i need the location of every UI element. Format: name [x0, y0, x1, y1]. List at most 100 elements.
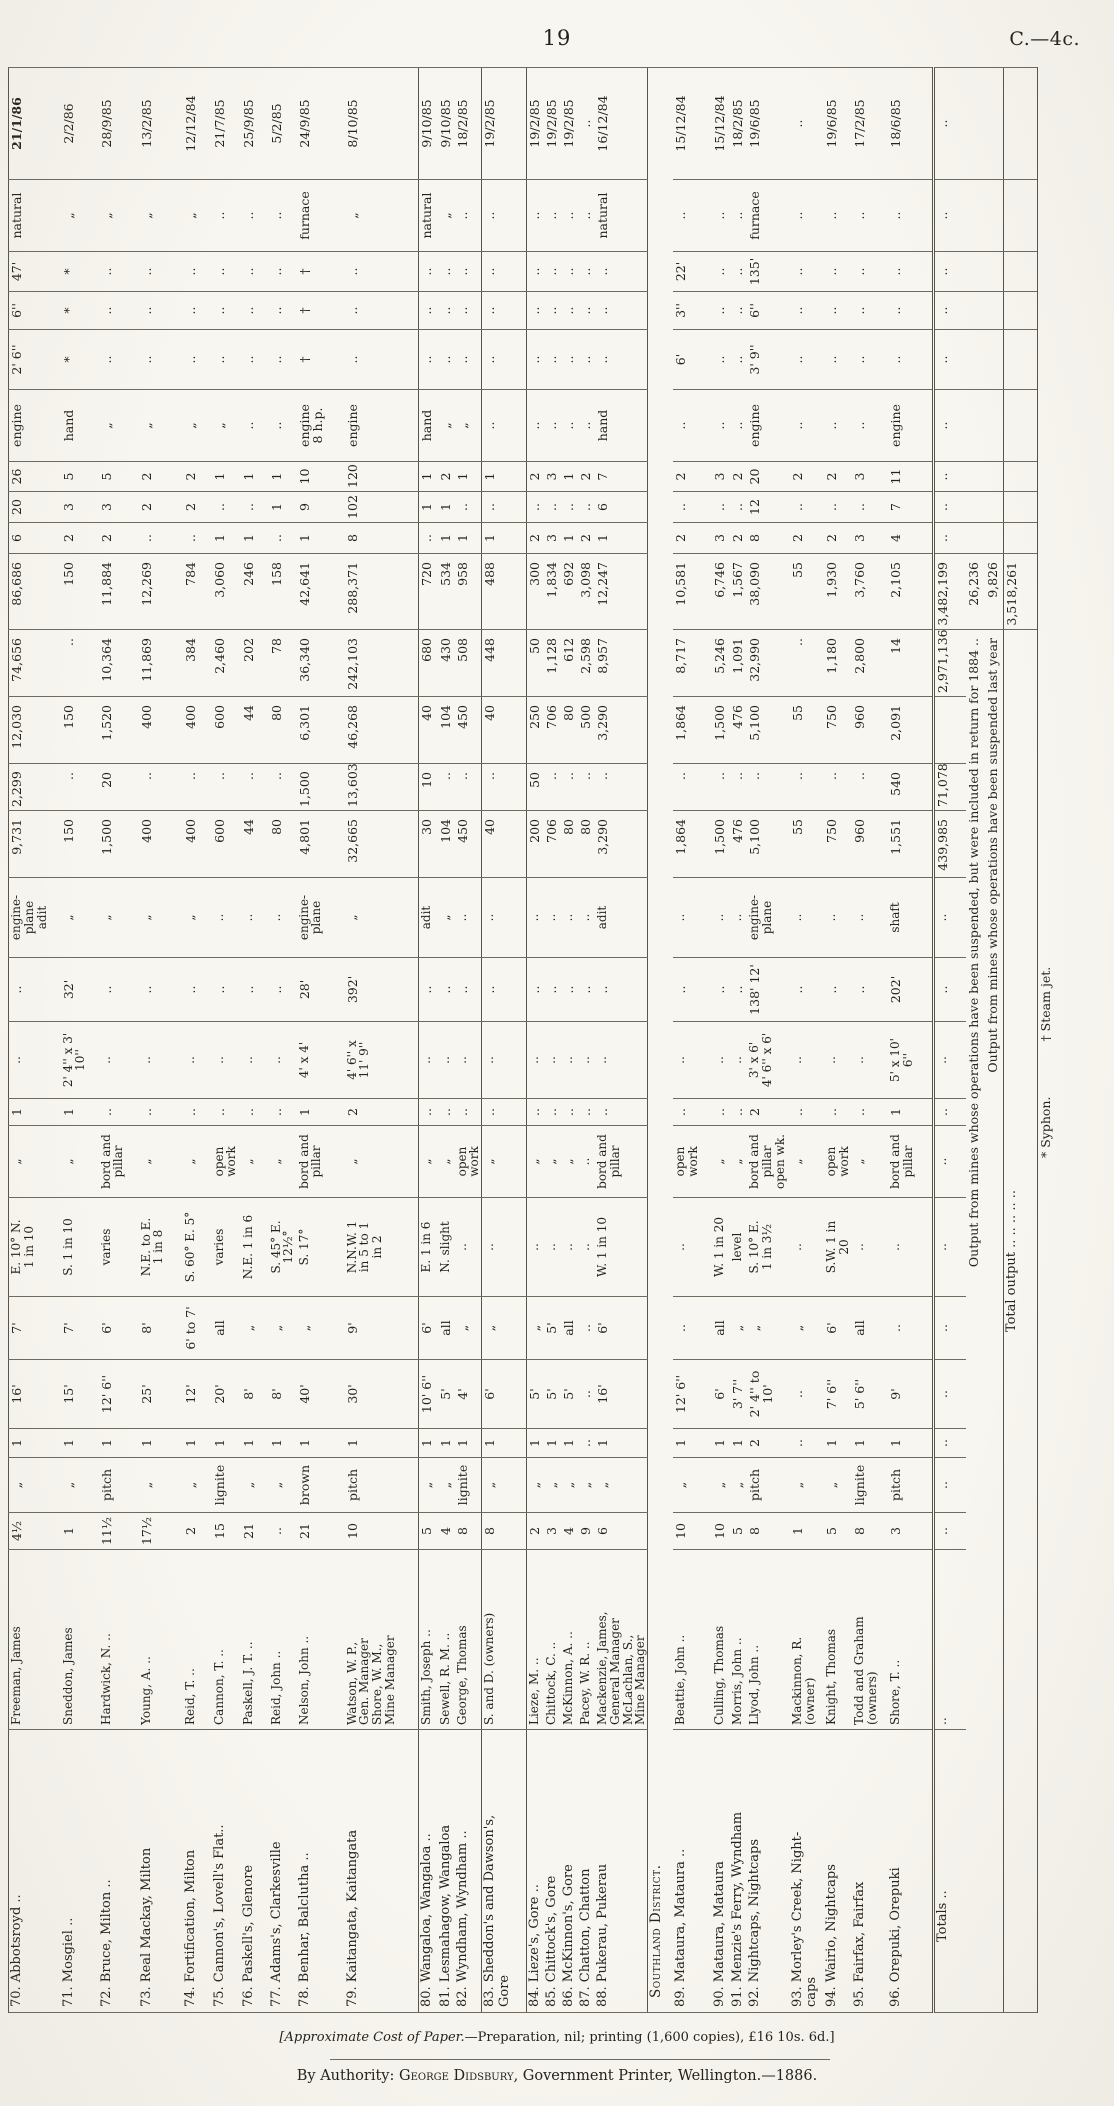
cell-system-of-working: bord and pillar	[594, 1125, 648, 1198]
cell-dip-of-seam: S. 17°	[296, 1197, 345, 1297]
cell-height-of-workings: „	[526, 1296, 544, 1360]
cell-system-of-working: ..	[577, 1125, 595, 1198]
cell-ventilation-dim-3: 47'	[8, 251, 61, 292]
cell-output-quarter-1: 706	[543, 810, 561, 878]
cell-men-above-ground: ..	[268, 522, 297, 554]
cell-men-total: 2	[823, 461, 852, 492]
document-reference: C.—4c.	[1009, 28, 1080, 50]
cell-system-of-working: „	[560, 1125, 578, 1198]
cell-ventilation-dim-1: ..	[211, 329, 241, 390]
cell-ventilation-dim-3: ..	[240, 251, 269, 292]
page-number: 19	[542, 26, 572, 50]
cell-ventilation-method: ..	[454, 179, 482, 252]
cell-men-below-ground: ..	[577, 491, 595, 523]
cell-output-for-year: 150	[60, 696, 99, 764]
cell-dip-of-seam: S.W. 1 in 20	[823, 1197, 852, 1297]
cell-ventilation-dim-3: ..	[851, 251, 888, 292]
cell-kind-of-coal: pitch	[344, 1457, 419, 1513]
cell-dip-of-seam: ..	[933, 1197, 966, 1297]
cell-dip-of-seam: ..	[672, 1197, 712, 1297]
cell-ventilation-dim-1: ..	[887, 329, 934, 390]
cell-ventilation-dim-2: 6''	[8, 291, 61, 330]
cell-output-quarter-2: ..	[711, 763, 730, 811]
cell-total-output-to-date: 12,269	[138, 553, 183, 630]
cell-ventilation-dim-1: ..	[851, 329, 888, 390]
cell-ventilation-dim-1: ..	[182, 329, 212, 390]
cell-output-for-year: 500	[577, 696, 595, 764]
cell-thickness-of-seam: 6'	[711, 1359, 730, 1429]
cell-mode-of-haulage: ..	[526, 877, 544, 958]
cell-thickness-of-seam: 16'	[594, 1359, 648, 1429]
cell-dip-of-seam: level	[729, 1197, 747, 1297]
cell-ventilation-dim-1: ..	[454, 329, 482, 390]
cell-output-for-year: 400	[138, 696, 183, 764]
cell-total-output-to-date: 958	[454, 553, 482, 630]
cell-dip-of-seam: varies	[211, 1197, 241, 1297]
cell-output-for-year: 400	[182, 696, 212, 764]
district-heading: Southland District.	[647, 67, 673, 2013]
cell-mode-of-haulage: engine- plane	[746, 877, 790, 958]
cell-mode-of-haulage: ..	[789, 877, 824, 958]
cell-ventilation-dim-3: ..	[481, 251, 527, 292]
cell-size-of-shaft: ..	[240, 1021, 269, 1099]
cell-motive-power: ..	[240, 389, 269, 462]
cell-output-quarter-2: ..	[577, 763, 595, 811]
mine-name: 89. Mataura, Mataura ..	[672, 1729, 712, 2013]
cell-thickness-of-seam: 9'	[887, 1359, 934, 1429]
cell-empty	[984, 251, 1004, 292]
cell-output-for-year: 6,301	[296, 696, 345, 764]
cell-ventilation-dim-2: ..	[98, 291, 139, 330]
cell-owner-or-manager: Beattie, John ..	[672, 1549, 712, 1730]
cell-depth-of-shaft: ..	[211, 957, 241, 1022]
cell-date-of-inspection: 2/2/86	[60, 67, 99, 180]
mine-row: 83. Sheddon's and Dawson's, Gore S. and D…	[481, 67, 527, 2013]
mine-row: 89. Mataura, Mataura .. Beattie, John .. 1…	[672, 67, 712, 2013]
cell-date-of-inspection: 25/9/85	[240, 67, 269, 180]
cell-men-employed: 15	[211, 1512, 241, 1550]
cell-number-of-seams: 1	[526, 1428, 544, 1458]
cell-number-of-seams: ..	[933, 1428, 966, 1458]
cell-size-of-shaft: ..	[851, 1021, 888, 1099]
cell-depth-of-shaft: ..	[240, 957, 269, 1022]
cell-men-above-ground: 2	[672, 522, 712, 554]
mine-row: 85. Chittock's, Gore Chittock, C. .. 3 „ 1 5'…	[543, 67, 561, 2013]
cell-date-of-inspection: 21/7/85	[211, 67, 241, 180]
cell-size-of-shaft: ..	[594, 1021, 648, 1099]
cell-output-quarter-1: 1,500	[711, 810, 730, 878]
cell-ventilation-dim-3: †	[296, 251, 345, 292]
row-label: Total output .. .. .. .. ..	[1003, 629, 1038, 2013]
cell-date-of-inspection: ..	[933, 67, 966, 180]
cell-number-of-shafts: ..	[182, 1098, 212, 1126]
cell-height-of-workings: ..	[577, 1296, 595, 1360]
cell-depth-of-shaft: ..	[138, 957, 183, 1022]
cell-output-quarter-1: 3,290	[594, 810, 648, 878]
mine-row: 73. Real Mackay, Milton Young, A. .. 17½ „ 1…	[138, 67, 183, 2013]
cell-size-of-shaft: ..	[437, 1021, 455, 1099]
cell-men-below-ground: 9	[296, 491, 345, 523]
cell-ventilation-dim-1: ..	[240, 329, 269, 390]
cell-number-of-shafts: ..	[211, 1098, 241, 1126]
cell-men-above-ground: 1	[437, 522, 455, 554]
cell-ventilation-method: „	[437, 179, 455, 252]
cell-ventilation-method: ..	[560, 179, 578, 252]
cell-owner-or-manager: Reid, John ..	[268, 1549, 297, 1730]
cell-men-above-ground: ..	[138, 522, 183, 554]
cell-men-employed: 3	[543, 1512, 561, 1550]
cell-men-total: 3	[851, 461, 888, 492]
cell-output-quarter-2: ..	[60, 763, 99, 811]
cell-thickness-of-seam: 5'	[437, 1359, 455, 1429]
cell-men-below-ground: ..	[851, 491, 888, 523]
cost-of-paper-line: [Approximate Cost of Paper.—Preparation,…	[0, 2030, 1114, 2045]
cell-date-of-inspection: 18/2/85	[729, 67, 747, 180]
cell-total-output-to-date: 158	[268, 553, 297, 630]
cell-system-of-working: „	[729, 1125, 747, 1198]
cell-number-of-shafts: ..	[454, 1098, 482, 1126]
suspended-output-row: Output from mines whose operations have …	[965, 67, 985, 2013]
cell-motive-power: „	[211, 389, 241, 462]
cell-thickness-of-seam: 5'	[543, 1359, 561, 1429]
cell-mode-of-haulage: engine- plane	[296, 877, 345, 958]
cell-system-of-working: bord and pillar open wk.	[746, 1125, 790, 1198]
total-output-row: Total output .. .. .. .. .. 3,518,261	[1003, 67, 1038, 2013]
cell-output-quarter-1: 55	[789, 810, 824, 878]
